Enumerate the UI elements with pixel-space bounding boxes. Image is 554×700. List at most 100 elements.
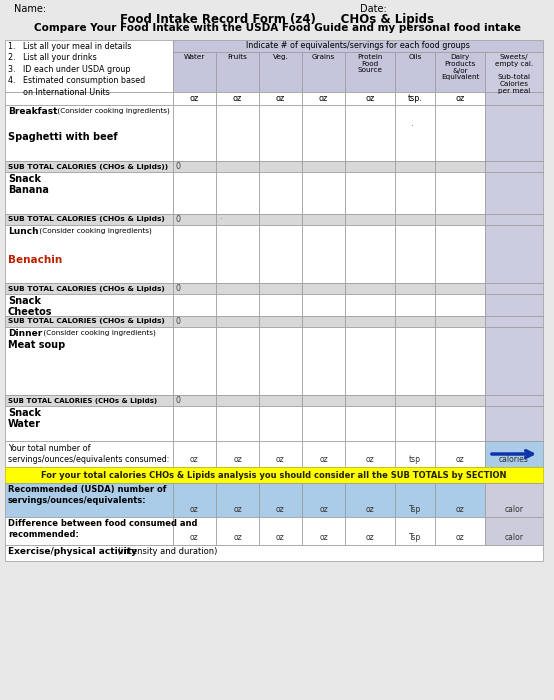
Bar (302, 225, 345, 283)
Bar (259, 214, 302, 225)
Text: 1.   List all your meal in details
2.   List all your drinks
3.   ID each under : 1. List all your meal in details 2. List… (8, 42, 145, 97)
Bar (485, 105, 543, 161)
Text: oz: oz (366, 94, 375, 103)
Bar (5, 467, 543, 483)
Bar (395, 294, 435, 316)
Text: oz: oz (366, 505, 375, 514)
Bar (173, 105, 216, 161)
Bar (302, 395, 345, 406)
Bar (435, 316, 485, 327)
Text: oz: oz (276, 94, 285, 103)
Bar (5, 441, 173, 467)
Bar (435, 441, 485, 467)
Bar (435, 483, 485, 517)
Bar (302, 316, 345, 327)
Bar (5, 395, 173, 406)
Text: (Consider cooking ingredients): (Consider cooking ingredients) (55, 107, 170, 113)
Bar (173, 92, 216, 105)
Bar (259, 316, 302, 327)
Text: Fruits: Fruits (228, 54, 248, 60)
Bar (5, 327, 173, 395)
Bar (173, 40, 543, 52)
Bar (216, 172, 259, 214)
Bar (259, 52, 302, 92)
Bar (345, 327, 395, 395)
Bar (345, 225, 395, 283)
Text: Spaghetti with beef: Spaghetti with beef (8, 120, 117, 141)
Bar (435, 395, 485, 406)
Text: 0: 0 (176, 162, 181, 171)
Bar (485, 52, 543, 92)
Text: Tsp: Tsp (409, 533, 421, 542)
Bar (302, 214, 345, 225)
Bar (173, 225, 216, 283)
Text: SUB TOTAL CALORIES (CHOs & Lipids): SUB TOTAL CALORIES (CHOs & Lipids) (8, 398, 157, 403)
Bar (259, 441, 302, 467)
Text: Oils: Oils (408, 54, 422, 60)
Bar (216, 441, 259, 467)
Text: oz: oz (455, 94, 465, 103)
Text: ·: · (219, 215, 222, 224)
Bar (302, 406, 345, 441)
Bar (173, 517, 216, 545)
Text: Protein
Food
Source: Protein Food Source (357, 54, 383, 74)
Text: Meat soup: Meat soup (8, 340, 65, 350)
Bar (216, 225, 259, 283)
Text: oz: oz (276, 455, 285, 464)
Bar (345, 406, 395, 441)
Bar (216, 283, 259, 294)
Bar (435, 517, 485, 545)
Text: oz: oz (233, 455, 242, 464)
Bar (435, 225, 485, 283)
Bar (485, 441, 543, 467)
Bar (5, 225, 173, 283)
Bar (259, 105, 302, 161)
Text: calor: calor (505, 505, 524, 514)
Bar (5, 483, 173, 517)
Bar (5, 316, 173, 327)
Text: Snack: Snack (8, 174, 41, 184)
Bar (5, 172, 173, 214)
Bar (345, 214, 395, 225)
Bar (173, 441, 216, 467)
Bar (395, 483, 435, 517)
Text: Your total number of
servings/ounces/equivalents consumed:: Your total number of servings/ounces/equ… (8, 444, 170, 464)
Text: Benachin: Benachin (8, 243, 62, 265)
Bar (395, 105, 435, 161)
Bar (259, 161, 302, 172)
Text: SUB TOTAL CALORIES (CHOs & Lipids): SUB TOTAL CALORIES (CHOs & Lipids) (8, 216, 165, 223)
Bar (485, 92, 543, 105)
Bar (485, 327, 543, 395)
Bar (345, 483, 395, 517)
Text: SUB TOTAL CALORIES (CHOs & Lipids): SUB TOTAL CALORIES (CHOs & Lipids) (8, 286, 165, 291)
Bar (302, 52, 345, 92)
Bar (395, 52, 435, 92)
Bar (395, 283, 435, 294)
Bar (485, 172, 543, 214)
Text: Breakfast: Breakfast (8, 107, 58, 116)
Text: oz: oz (233, 533, 242, 542)
Bar (216, 214, 259, 225)
Bar (5, 406, 173, 441)
Bar (345, 172, 395, 214)
Text: oz: oz (455, 505, 464, 514)
Bar (173, 406, 216, 441)
Text: oz: oz (366, 533, 375, 542)
Text: Water: Water (184, 54, 205, 60)
Bar (395, 92, 435, 105)
Text: tsp: tsp (409, 455, 421, 464)
Bar (485, 283, 543, 294)
Bar (435, 172, 485, 214)
Bar (395, 395, 435, 406)
Bar (302, 92, 345, 105)
Text: Cheetos: Cheetos (8, 307, 53, 317)
Bar (395, 316, 435, 327)
Bar (302, 327, 345, 395)
Text: 0: 0 (176, 284, 181, 293)
Bar (435, 161, 485, 172)
Bar (173, 161, 216, 172)
Text: oz: oz (276, 533, 285, 542)
Bar (485, 483, 543, 517)
Text: Veg.: Veg. (273, 54, 289, 60)
Bar (485, 316, 543, 327)
